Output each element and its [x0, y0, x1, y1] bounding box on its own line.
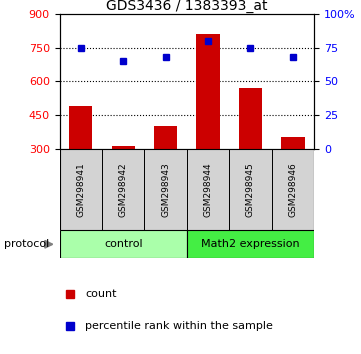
- Bar: [187, 149, 229, 230]
- Bar: [196, 34, 220, 149]
- Text: protocol: protocol: [4, 239, 49, 249]
- Bar: [112, 147, 135, 149]
- Text: GSM298941: GSM298941: [76, 162, 85, 217]
- Bar: [60, 149, 102, 230]
- Bar: [229, 149, 271, 230]
- Text: Math2 expression: Math2 expression: [201, 239, 300, 249]
- Text: GSM298945: GSM298945: [246, 162, 255, 217]
- Text: control: control: [104, 239, 143, 249]
- Bar: [60, 230, 187, 258]
- Title: GDS3436 / 1383393_at: GDS3436 / 1383393_at: [106, 0, 268, 13]
- Bar: [69, 106, 92, 149]
- Bar: [272, 149, 314, 230]
- Bar: [154, 126, 177, 149]
- Bar: [144, 149, 187, 230]
- Text: count: count: [85, 289, 117, 299]
- Text: GSM298946: GSM298946: [288, 162, 297, 217]
- Bar: [239, 88, 262, 149]
- Bar: [281, 137, 305, 149]
- Text: percentile rank within the sample: percentile rank within the sample: [85, 320, 273, 331]
- Text: GSM298944: GSM298944: [204, 162, 213, 217]
- Bar: [187, 230, 314, 258]
- Text: GSM298942: GSM298942: [119, 162, 128, 217]
- Bar: [102, 149, 144, 230]
- Text: GSM298943: GSM298943: [161, 162, 170, 217]
